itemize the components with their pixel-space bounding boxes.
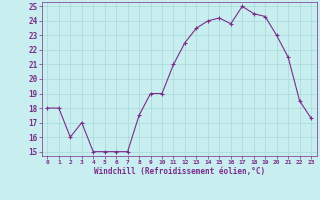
X-axis label: Windchill (Refroidissement éolien,°C): Windchill (Refroidissement éolien,°C) [94,167,265,176]
